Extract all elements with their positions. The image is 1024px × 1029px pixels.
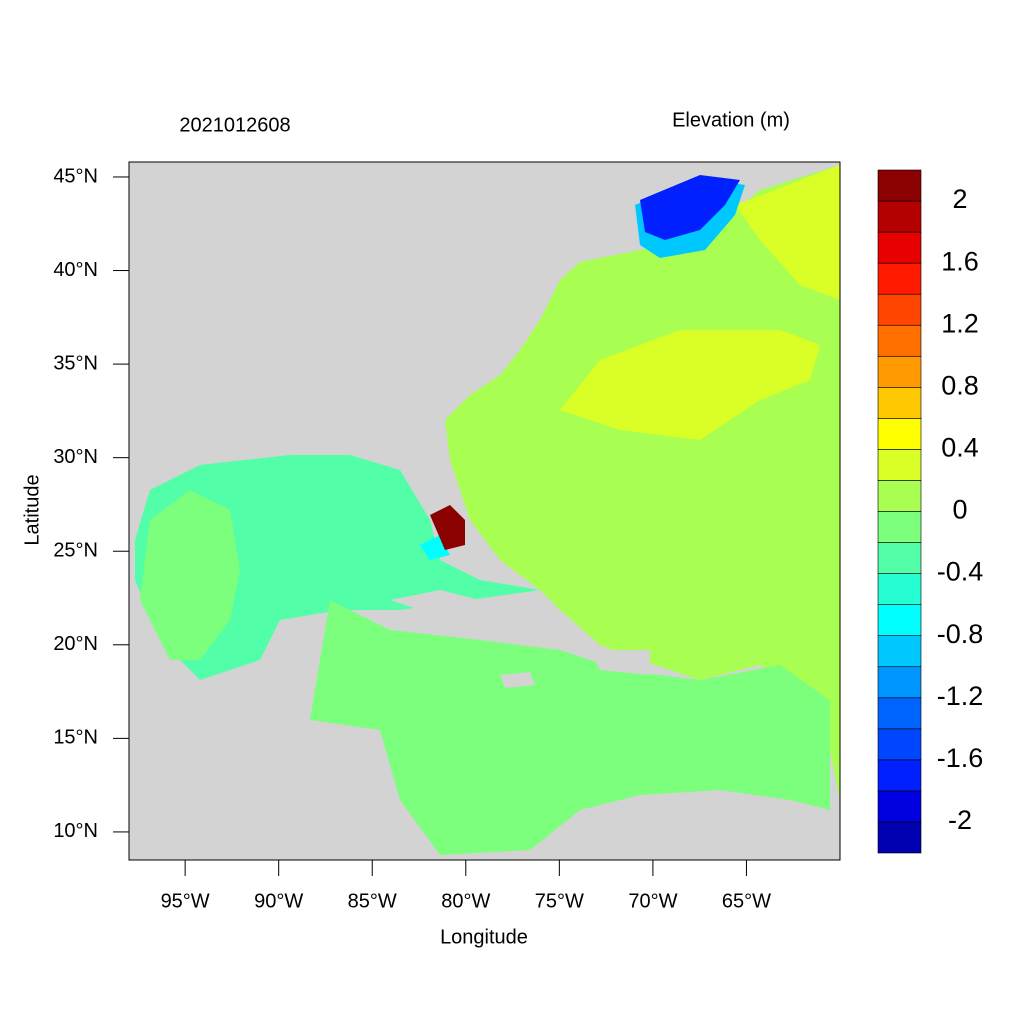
colorbar-band: [877, 480, 922, 512]
colorbar-label: -0.4: [937, 557, 984, 587]
colorbar-label: 0.8: [941, 370, 979, 400]
jamaica: [500, 672, 535, 688]
gulf-west: [140, 490, 240, 660]
x-tick-label: 85°W: [348, 890, 397, 912]
florida-surge: [430, 505, 465, 550]
colorbar-label: -1.6: [937, 743, 984, 773]
colorbar-band: [877, 324, 922, 357]
x-tick-label: 75°W: [535, 890, 584, 912]
colorbar-label: 0.4: [941, 433, 979, 463]
colorbar-band: [877, 697, 922, 730]
colorbar-label: -2: [948, 805, 972, 835]
y-tick-label: 25°N: [53, 540, 98, 562]
colorbar-band: [877, 231, 922, 264]
positive-anomaly: [560, 330, 820, 440]
atlantic: [445, 165, 840, 800]
colorbar-band: [877, 449, 922, 481]
plot-frame: [128, 161, 841, 861]
colorbar-band: [877, 262, 922, 295]
colorbar-label: -0.8: [937, 619, 984, 649]
x-tick-label: 95°W: [161, 890, 210, 912]
colorbar-band: [877, 604, 922, 636]
x-tick-label: 90°W: [254, 890, 303, 912]
y-tick-label: 20°N: [53, 633, 98, 655]
x-tick-label: 80°W: [441, 890, 490, 912]
colorbar-band: [877, 573, 922, 605]
cuba: [390, 590, 550, 645]
colorbar-label: 0: [952, 495, 967, 525]
y-tick-label: 45°N: [53, 165, 98, 187]
colorbar-band: [877, 511, 922, 543]
colorbar-band: [877, 387, 922, 419]
caribbean: [310, 600, 830, 855]
colorbar-band: [877, 666, 922, 699]
colorbar-band: [877, 355, 922, 388]
y-tick-label: 15°N: [53, 727, 98, 749]
colorbar-band: [877, 169, 922, 202]
chart-title: 2021012608: [179, 114, 290, 136]
positive-anomaly: [735, 165, 840, 300]
y-axis-label: Latitude: [21, 474, 43, 545]
y-tick-label: 40°N: [53, 259, 98, 281]
colorbar-label: 1.2: [941, 308, 979, 338]
colorbar-band: [877, 790, 922, 823]
colorbar-band: [877, 293, 922, 326]
ocean: [135, 165, 840, 855]
colorbar-label: 1.6: [941, 246, 979, 276]
colorbar-label: 2: [952, 184, 967, 214]
colorbar-label: -1.2: [937, 681, 984, 711]
islands: [390, 590, 650, 688]
gulf: [135, 455, 540, 680]
y-tick-label: 30°N: [53, 446, 98, 468]
colorbar-band: [877, 728, 922, 761]
colorbar-band: [877, 200, 922, 233]
colorbar-title: Elevation (m): [672, 109, 790, 131]
colorbar-band: [877, 759, 922, 792]
hispaniola: [590, 650, 650, 675]
y-tick-label: 35°N: [53, 352, 98, 374]
x-axis-label: Longitude: [440, 926, 528, 948]
colorbar-band: [877, 418, 922, 450]
colorbar-band: [877, 821, 922, 854]
x-tick-label: 65°W: [722, 890, 771, 912]
colorbar-band: [877, 542, 922, 574]
gulf-of-maine: [640, 175, 740, 240]
colorbar-band: [877, 635, 922, 668]
x-tick-label: 70°W: [628, 890, 677, 912]
y-tick-label: 10°N: [53, 820, 98, 842]
